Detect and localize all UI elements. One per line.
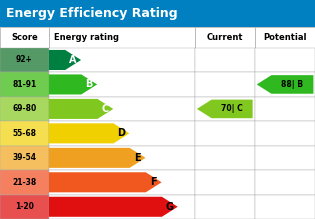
Polygon shape: [49, 74, 97, 94]
Text: E: E: [134, 153, 141, 163]
Bar: [0, 72, 49, 97]
Bar: [0, 0, 315, 27]
Text: G: G: [166, 202, 174, 212]
Text: Score: Score: [11, 33, 38, 42]
Bar: [0, 48, 49, 72]
Text: Potential: Potential: [263, 33, 307, 42]
Bar: [0, 27, 49, 48]
Text: D: D: [117, 128, 125, 138]
Text: Energy Efficiency Rating: Energy Efficiency Rating: [6, 7, 177, 20]
Bar: [0, 146, 49, 170]
Bar: [195, 121, 255, 146]
Bar: [49, 27, 195, 48]
Polygon shape: [49, 197, 178, 217]
Bar: [49, 121, 195, 146]
Bar: [195, 170, 255, 194]
Bar: [49, 194, 195, 219]
Text: 55-68: 55-68: [12, 129, 37, 138]
Bar: [255, 146, 315, 170]
Bar: [49, 170, 195, 194]
Bar: [255, 72, 315, 97]
Text: F: F: [150, 177, 157, 187]
Bar: [49, 97, 195, 121]
Text: A: A: [69, 55, 77, 65]
Polygon shape: [197, 100, 253, 118]
Bar: [195, 72, 255, 97]
Bar: [195, 146, 255, 170]
Bar: [49, 146, 195, 170]
Bar: [195, 97, 255, 121]
Text: 1-20: 1-20: [15, 202, 34, 211]
Bar: [195, 194, 255, 219]
Text: 88| B: 88| B: [281, 80, 303, 89]
Bar: [0, 97, 49, 121]
Polygon shape: [49, 99, 113, 119]
Bar: [0, 194, 49, 219]
Bar: [255, 170, 315, 194]
Bar: [49, 72, 195, 97]
Bar: [255, 48, 315, 72]
Polygon shape: [49, 123, 129, 143]
Text: 70| C: 70| C: [221, 104, 243, 113]
Bar: [0, 170, 49, 194]
Polygon shape: [49, 50, 81, 70]
Text: C: C: [102, 104, 109, 114]
Bar: [49, 48, 195, 72]
Text: Current: Current: [207, 33, 243, 42]
Text: B: B: [86, 79, 93, 89]
Bar: [195, 27, 255, 48]
Text: Energy rating: Energy rating: [54, 33, 118, 42]
Bar: [255, 121, 315, 146]
Text: 92+: 92+: [16, 55, 33, 64]
Polygon shape: [49, 148, 146, 168]
Bar: [0, 121, 49, 146]
Bar: [195, 48, 255, 72]
Text: 39-54: 39-54: [12, 153, 37, 162]
Bar: [255, 27, 315, 48]
Bar: [255, 194, 315, 219]
Polygon shape: [257, 75, 313, 94]
Text: 21-38: 21-38: [12, 178, 37, 187]
Text: 81-91: 81-91: [12, 80, 37, 89]
Polygon shape: [49, 172, 162, 192]
Bar: [255, 97, 315, 121]
Text: 69-80: 69-80: [12, 104, 37, 113]
